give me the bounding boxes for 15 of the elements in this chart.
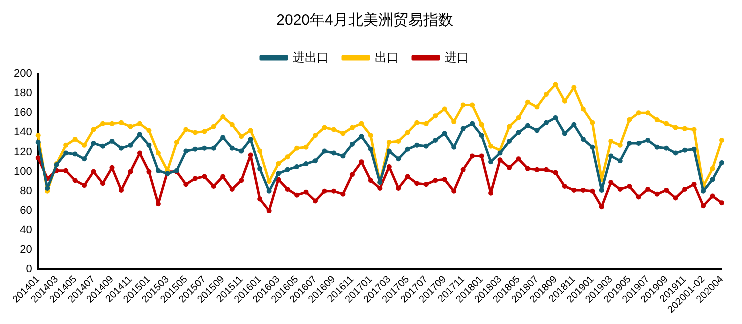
- y-tick-label: 120: [14, 146, 32, 158]
- y-tick-label: 40: [20, 224, 32, 237]
- legend-label: 出口: [375, 50, 399, 64]
- y-tick-label: 20: [20, 244, 32, 256]
- legend-label: 进出口: [293, 50, 329, 64]
- legend-label: 进口: [445, 50, 469, 64]
- y-tick-label: 140: [14, 126, 32, 139]
- y-tick-label: 200: [14, 68, 32, 80]
- y-tick-label: 0: [26, 264, 32, 276]
- y-tick-label: 60: [20, 205, 32, 218]
- y-tick-label: 160: [14, 107, 32, 120]
- y-tick-label: 80: [20, 185, 32, 198]
- y-tick-label: 180: [14, 88, 32, 100]
- chart-title: 2020年4月北美洲贸易指数: [276, 12, 454, 30]
- y-tick-label: 100: [14, 166, 32, 178]
